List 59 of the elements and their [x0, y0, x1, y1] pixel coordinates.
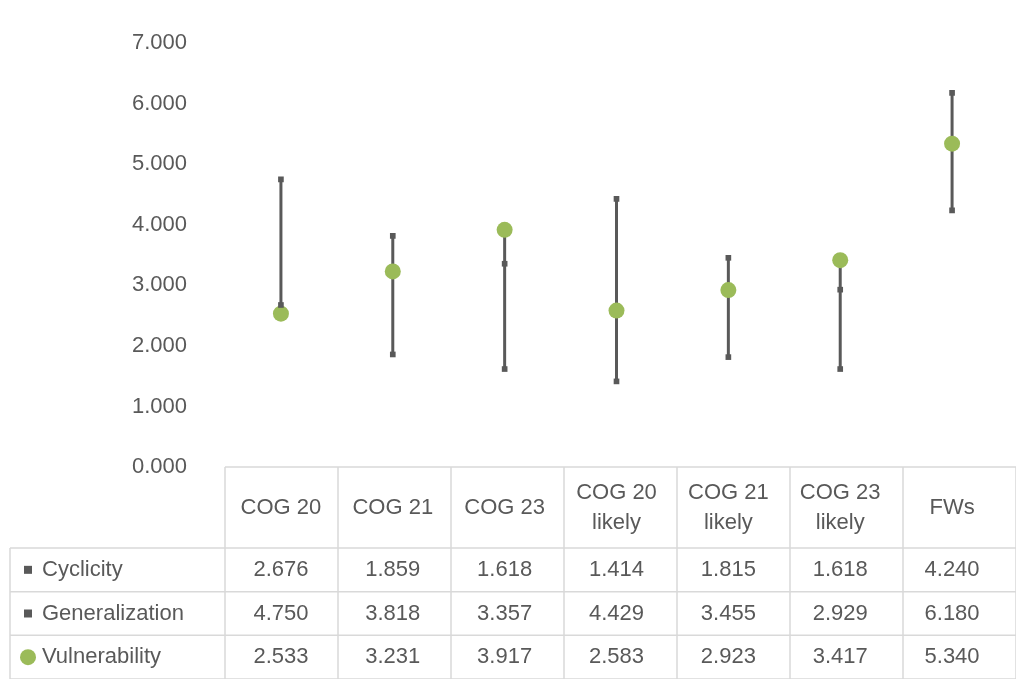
data-label: 1.414: [588, 555, 645, 581]
x-tick-label: COG 21: [352, 493, 434, 519]
point: [278, 176, 284, 183]
point: [608, 302, 625, 319]
data-label: 4.429: [588, 599, 645, 625]
data-label: 1.815: [700, 555, 756, 581]
point: [272, 305, 289, 322]
legend-label: Cyclicity: [42, 555, 123, 581]
data-label: 4.240: [924, 555, 980, 581]
data-label: 3.357: [477, 599, 533, 625]
point: [389, 351, 396, 358]
point: [837, 286, 844, 293]
data-label: 2.676: [253, 555, 309, 581]
point: [832, 252, 849, 269]
data-label: 2.929: [812, 599, 868, 625]
point: [949, 90, 955, 96]
point: [949, 207, 955, 214]
y-tick-label: 1.000: [131, 392, 187, 418]
x-tick-label: COG 20: [240, 493, 322, 519]
x-tick-label: COG 23 likely: [799, 478, 881, 534]
data-label: 3.917: [477, 643, 533, 669]
point: [496, 221, 513, 238]
data-label: 1.859: [365, 555, 421, 581]
data-label: 1.618: [477, 555, 533, 581]
y-tick-label: 6.000: [131, 89, 187, 115]
point: [389, 233, 396, 239]
data-label: 6.180: [924, 599, 980, 625]
x-tick-label: FWs: [929, 493, 975, 519]
point: [720, 282, 737, 299]
data-label: 2.533: [253, 643, 309, 669]
data-label: 5.340: [924, 643, 980, 669]
point: [501, 366, 508, 372]
x-tick-label: COG 21 likely: [688, 478, 769, 534]
data-label: 3.417: [812, 643, 868, 669]
legend-label: Vulnerability: [42, 643, 162, 669]
y-tick-label: 0.000: [131, 453, 187, 479]
data-label: 2.923: [700, 643, 756, 669]
point: [384, 263, 401, 280]
data-label: 4.750: [253, 599, 309, 625]
point: [501, 260, 508, 267]
data-label: 3.455: [700, 599, 756, 625]
y-tick-label: 2.000: [131, 331, 187, 357]
data-label: 1.618: [812, 555, 868, 581]
point: [278, 302, 284, 308]
point: [944, 135, 961, 152]
y-tick-label: 3.000: [131, 271, 187, 297]
y-tick-label: 5.000: [131, 150, 187, 176]
y-tick-label: 7.000: [131, 29, 187, 55]
point: [725, 255, 732, 261]
legend-label: Generalization: [42, 599, 184, 625]
data-label: 2.583: [588, 643, 645, 669]
point: [837, 366, 844, 372]
x-tick-label: COG 20 likely: [576, 478, 657, 534]
point: [613, 196, 620, 202]
data-label: 3.231: [365, 643, 421, 669]
data-label: 3.818: [365, 599, 421, 625]
y-tick-label: 4.000: [131, 210, 187, 236]
point: [725, 354, 732, 360]
x-tick-label: COG 23: [464, 493, 545, 519]
